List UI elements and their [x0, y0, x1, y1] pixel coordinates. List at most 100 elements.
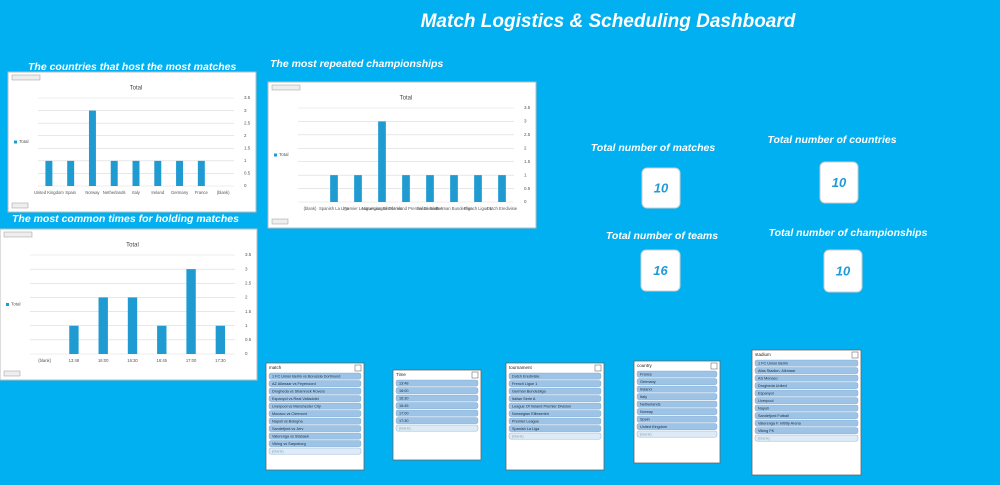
bar — [127, 297, 138, 354]
field-button — [271, 218, 289, 225]
y-tick-label: 1.5 — [245, 309, 252, 314]
kpi-value: 10 — [832, 175, 847, 190]
slicer-clear-button[interactable] — [471, 371, 479, 379]
slicer-item-label: (blank) — [399, 426, 411, 430]
slicer-item[interactable] — [508, 425, 602, 432]
y-tick-label: 3.5 — [244, 95, 251, 100]
slicer-item-label: Drogheda vs Shamrock Rovers — [272, 389, 325, 393]
slicer-item[interactable] — [268, 372, 362, 380]
bar — [88, 110, 96, 186]
y-tick-label: 2 — [244, 133, 247, 138]
chart-title: Total — [126, 243, 139, 249]
chart-title: Total — [130, 86, 143, 92]
slicer-item[interactable] — [754, 434, 859, 442]
legend-swatch — [14, 140, 17, 144]
bar — [154, 160, 162, 186]
slicer-item[interactable] — [268, 395, 362, 402]
slicer-item[interactable] — [754, 404, 859, 412]
slicer-item[interactable] — [636, 415, 718, 423]
slicer-item[interactable] — [636, 430, 718, 438]
slicer-item-label: Netherlands — [640, 402, 661, 406]
slicer-item[interactable] — [754, 419, 859, 427]
slicer-item[interactable] — [754, 382, 859, 389]
slicer-item[interactable] — [754, 412, 859, 419]
slicer-item[interactable] — [268, 380, 362, 387]
bar — [157, 325, 167, 354]
slicer-item[interactable] — [508, 417, 602, 425]
slicer-item[interactable] — [508, 387, 602, 395]
slicer-item-label: 17:00 — [399, 411, 409, 415]
kpi-card — [819, 161, 859, 204]
slicer-item[interactable] — [508, 402, 602, 410]
x-tick-label: Italian Serie A — [417, 206, 443, 211]
slicer-item-label: 1 FC Union Berlin — [758, 361, 788, 365]
slicer-item-label: Italy — [640, 395, 647, 399]
slicer-clear-button[interactable] — [594, 364, 602, 372]
slicer-item[interactable] — [268, 387, 362, 395]
x-tick-label: United Kingdom — [34, 190, 64, 195]
slicer-item[interactable] — [395, 402, 479, 409]
y-tick-label: 0.5 — [524, 186, 531, 191]
y-tick-label: 3 — [524, 119, 527, 124]
slicer-item[interactable] — [754, 367, 859, 374]
slicer-item[interactable] — [754, 389, 859, 397]
slicer-item[interactable] — [508, 432, 602, 440]
kpi-value: 16 — [653, 263, 668, 278]
kpi-card — [823, 249, 863, 293]
bar — [354, 175, 362, 202]
slicer-item-label: Afas Stadion, Alkmaar — [758, 369, 796, 373]
slicer-item[interactable] — [754, 397, 859, 404]
slicer-clear-button[interactable] — [851, 351, 859, 359]
field-button — [11, 74, 41, 81]
slicer-item[interactable] — [395, 409, 479, 417]
slicer-item[interactable] — [508, 372, 602, 380]
y-tick-label: 2.5 — [244, 120, 251, 125]
slicer-item[interactable] — [268, 410, 362, 417]
slicer-item-label: French Ligue 1 — [512, 382, 537, 386]
slicer-item-label: AZ Alkmaar vs Feyenoord — [272, 382, 316, 386]
slicer-item-label: Espanyol — [758, 391, 774, 395]
bar — [98, 297, 108, 354]
slicer-item[interactable] — [636, 423, 718, 430]
slicer-item[interactable] — [395, 379, 479, 387]
slicer-item[interactable] — [754, 427, 859, 434]
slicer-item[interactable] — [395, 417, 479, 424]
slicer-item[interactable] — [395, 387, 479, 394]
slicer-item[interactable] — [268, 425, 362, 432]
slicer-item[interactable] — [268, 447, 362, 455]
slicer-clear-button[interactable] — [354, 364, 362, 372]
slicer-item[interactable] — [268, 402, 362, 410]
slicer-item[interactable] — [636, 408, 718, 415]
slicer-item[interactable] — [395, 424, 479, 432]
field-button — [11, 202, 29, 209]
slicer-item[interactable] — [268, 432, 362, 440]
bar — [474, 175, 482, 202]
slicer-item[interactable] — [754, 359, 859, 367]
slicer-item[interactable] — [268, 440, 362, 447]
slicer-item[interactable] — [395, 394, 479, 402]
x-tick-label: Spanish La Liga — [319, 206, 350, 211]
chart-title: Total — [400, 96, 413, 102]
slicer-item[interactable] — [636, 370, 718, 378]
slicer-item[interactable] — [508, 380, 602, 387]
kpi-value: 10 — [654, 180, 669, 195]
slicer-item[interactable] — [508, 395, 602, 402]
slicer-item[interactable] — [636, 378, 718, 385]
x-tick-label: Ireland — [151, 190, 164, 195]
slicer-item[interactable] — [636, 385, 718, 393]
slicer-item[interactable] — [636, 393, 718, 400]
slicer-item[interactable] — [754, 374, 859, 382]
field-button — [3, 370, 21, 377]
slicer-clear-button[interactable] — [710, 362, 718, 370]
x-tick-label: French Ligue 1 — [464, 206, 493, 211]
slicer-item[interactable] — [508, 410, 602, 417]
slicer-item[interactable] — [268, 417, 362, 425]
slicer-item-label: Norway — [640, 410, 653, 414]
bar — [215, 325, 226, 354]
x-tick-label: 13:48 — [69, 358, 80, 363]
slicer-item-label: Napoli — [758, 406, 769, 410]
x-tick-label: (blank) — [217, 190, 230, 195]
slicer-item[interactable] — [636, 400, 718, 408]
x-tick-label: 17:30 — [215, 358, 226, 363]
